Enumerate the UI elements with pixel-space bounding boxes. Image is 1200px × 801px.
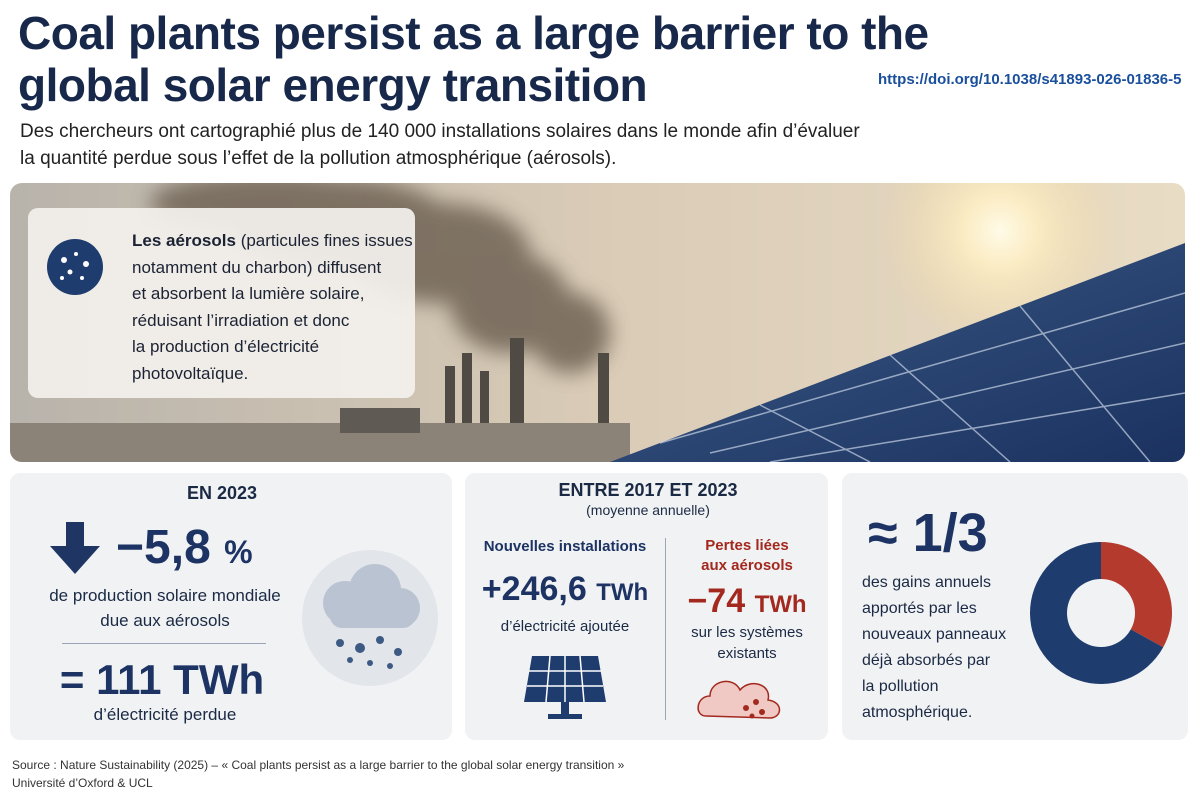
value: −74 bbox=[687, 582, 746, 620]
headline-value: −5,8 % bbox=[116, 520, 253, 575]
callout-line: (particules fines issues bbox=[240, 231, 413, 250]
callout-line: notamment du charbon) diffusent bbox=[132, 257, 382, 277]
source: Source : Nature Sustainability (2025) – … bbox=[12, 758, 625, 772]
subtitle-line: Des chercheurs ont cartographié plus de … bbox=[20, 121, 860, 142]
callout-bold: Les aérosols bbox=[132, 231, 236, 250]
caption: d’électricité ajoutée bbox=[500, 618, 630, 635]
subtitle-line: la quantité perdue sous l’effet de la po… bbox=[20, 148, 617, 169]
card-line: d’électricité perdue bbox=[93, 705, 237, 724]
unit: TWh bbox=[754, 591, 807, 618]
column-label: Nouvelles installations bbox=[483, 538, 647, 555]
title-line: Coal plants persist as a large barrier t… bbox=[18, 7, 929, 59]
cloud-icon bbox=[302, 550, 438, 686]
callout-line: réduisant l’irradiation et donc bbox=[132, 310, 350, 330]
share-line: apportés par les bbox=[862, 600, 977, 617]
donut-slice bbox=[1101, 542, 1172, 648]
share-line: des gains annuels bbox=[862, 574, 991, 591]
down-arrow bbox=[50, 522, 100, 574]
divider bbox=[62, 643, 266, 644]
card-heading: ENTRE 2017 ET 2023 bbox=[558, 480, 738, 500]
card-line: de production solaire mondiale bbox=[49, 586, 281, 605]
share-text: des gains annuels apportés par les nouve… bbox=[862, 570, 1006, 726]
callout-text: Les aérosols (particules fines issues no… bbox=[132, 228, 413, 387]
value: −5,8 bbox=[116, 521, 211, 574]
share-line: la pollution bbox=[862, 678, 939, 695]
total-value: = 111 TWh bbox=[60, 656, 264, 704]
donut-chart bbox=[1030, 542, 1172, 684]
unit: TWh bbox=[596, 579, 649, 606]
title-line: global solar energy transition bbox=[18, 59, 648, 111]
pollution-cloud-icon bbox=[697, 680, 781, 719]
divider bbox=[665, 538, 666, 720]
unit: % bbox=[224, 534, 253, 570]
share-line: atmosphérique. bbox=[862, 704, 973, 721]
column-label: Pertes liées bbox=[705, 537, 789, 554]
value: = 111 bbox=[59, 656, 162, 703]
column-label: aux aérosols bbox=[701, 557, 793, 574]
donut-slice bbox=[1030, 542, 1164, 684]
caption: existants bbox=[717, 645, 777, 662]
loss-value: −74 TWh bbox=[687, 582, 806, 621]
share-line: nouveaux panneaux bbox=[862, 626, 1007, 643]
callout-line: et absorbent la lumière solaire, bbox=[132, 284, 365, 303]
share-value: ≈ 1/3 bbox=[868, 503, 988, 563]
card-line: due aux aérosols bbox=[100, 611, 230, 630]
card-heading: EN 2023 bbox=[186, 483, 258, 503]
new-value: +246,6 TWh bbox=[482, 570, 648, 609]
callout-line: photovoltaïque. bbox=[132, 363, 249, 383]
value: +246,6 bbox=[481, 570, 587, 608]
callout-line: la production d’électricité bbox=[132, 337, 320, 356]
affiliation: Université d’Oxford & UCL bbox=[12, 776, 153, 790]
aerosol-icon bbox=[47, 239, 103, 295]
doi-link[interactable]: https://doi.org/10.1038/s41893-026-01836… bbox=[878, 71, 1182, 88]
callout-box bbox=[28, 208, 415, 398]
share-line: déjà absorbés par bbox=[862, 652, 991, 669]
caption: sur les systèmes bbox=[691, 624, 803, 641]
unit: TWh bbox=[173, 656, 265, 703]
card bbox=[842, 473, 1188, 740]
card-subheading: (moyenne annuelle) bbox=[586, 502, 710, 518]
solar-panel-icon bbox=[524, 655, 606, 719]
